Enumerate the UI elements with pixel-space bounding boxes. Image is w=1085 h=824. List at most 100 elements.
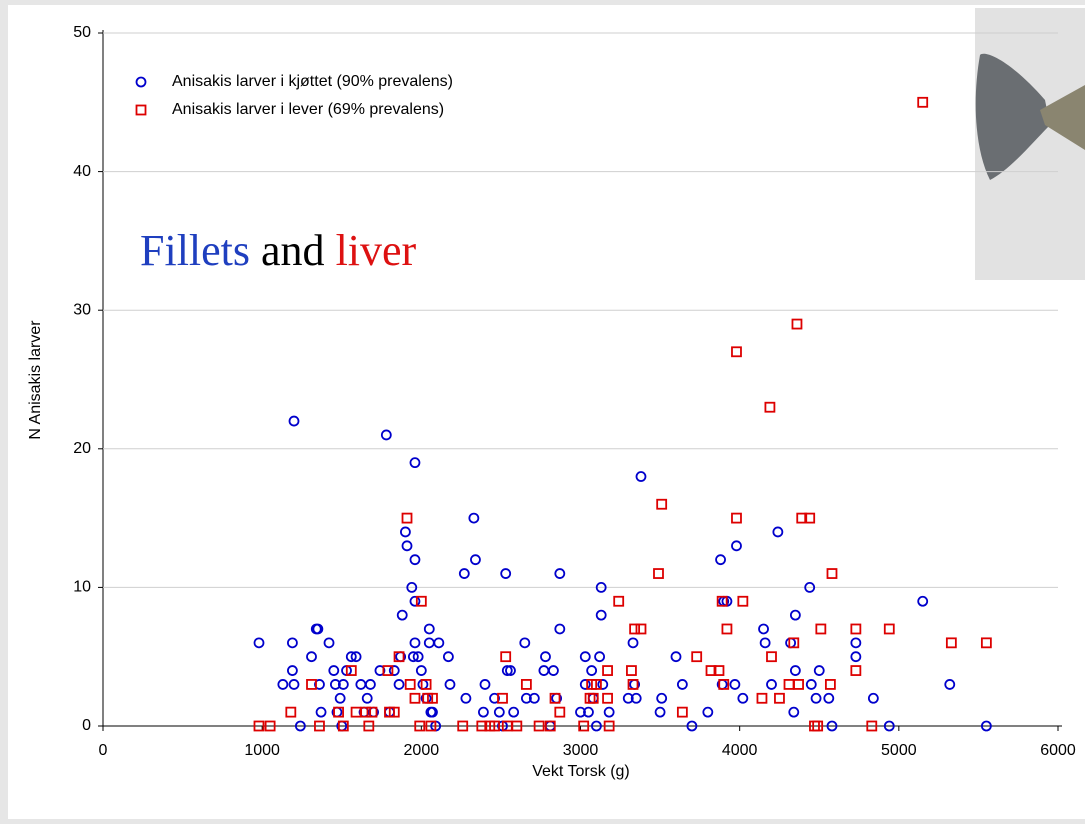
- point: [404, 679, 416, 690]
- point: [511, 720, 523, 732]
- point: [388, 665, 400, 676]
- x-tick-label: 6000: [1040, 742, 1076, 759]
- point: [393, 651, 405, 663]
- point: [287, 665, 298, 676]
- annotation-word: liver: [336, 226, 417, 275]
- point: [345, 665, 357, 676]
- point: [442, 651, 454, 663]
- point: [364, 679, 376, 690]
- point: [414, 720, 426, 732]
- point: [759, 637, 771, 649]
- point: [505, 665, 516, 676]
- point: [412, 651, 424, 663]
- point: [656, 692, 668, 704]
- point: [796, 512, 808, 524]
- point: [409, 554, 421, 566]
- point: [810, 692, 822, 704]
- point: [423, 623, 435, 635]
- point: [850, 651, 862, 663]
- point: [630, 692, 642, 704]
- point: [766, 679, 777, 690]
- point: [850, 665, 862, 676]
- point: [729, 679, 741, 690]
- point: [478, 706, 489, 718]
- point: [764, 401, 776, 413]
- point: [489, 720, 500, 732]
- y-tick-label: 0: [82, 717, 91, 734]
- point: [401, 540, 413, 552]
- point: [578, 720, 590, 732]
- point: [520, 679, 532, 690]
- point: [406, 582, 418, 593]
- point: [334, 692, 346, 704]
- point: [460, 692, 472, 704]
- point: [826, 720, 838, 732]
- point: [333, 706, 344, 718]
- point: [468, 512, 480, 524]
- fish-picture: [975, 8, 1085, 280]
- point: [345, 651, 357, 663]
- point: [361, 692, 373, 704]
- point: [554, 706, 566, 718]
- point: [253, 637, 265, 649]
- point: [635, 471, 647, 482]
- point: [587, 692, 599, 704]
- point: [788, 706, 800, 718]
- point: [793, 679, 804, 690]
- point: [415, 595, 427, 607]
- point: [314, 720, 325, 732]
- point: [622, 692, 634, 704]
- point: [337, 679, 349, 690]
- point: [791, 318, 803, 330]
- legend-label: Anisakis larver i lever (69% prevalens): [172, 101, 444, 118]
- point: [489, 692, 500, 704]
- point: [917, 96, 929, 108]
- point: [635, 623, 647, 635]
- point: [670, 651, 682, 663]
- y-tick-label: 30: [73, 301, 91, 318]
- point: [277, 679, 289, 690]
- y-tick-label: 50: [73, 24, 91, 41]
- point: [676, 706, 688, 718]
- point: [407, 651, 419, 663]
- x-tick-label: 2000: [404, 742, 440, 759]
- point: [253, 720, 265, 732]
- point: [409, 692, 421, 704]
- point: [579, 651, 591, 663]
- legend-marker: [135, 76, 147, 88]
- point: [691, 651, 703, 663]
- x-tick-label: 5000: [881, 742, 917, 759]
- point: [508, 706, 520, 718]
- annotation: Fillets and liver: [140, 226, 417, 275]
- point: [626, 665, 637, 676]
- point: [721, 623, 733, 635]
- x-tick-label: 4000: [722, 742, 758, 759]
- point: [549, 692, 561, 704]
- point: [766, 651, 777, 663]
- point: [603, 706, 615, 718]
- point: [613, 595, 625, 607]
- y-tick-label: 10: [73, 579, 91, 596]
- point: [433, 637, 445, 649]
- point: [288, 415, 300, 427]
- y-tick-label: 20: [73, 440, 91, 457]
- point: [627, 679, 639, 690]
- point: [360, 706, 372, 718]
- point: [497, 692, 508, 704]
- y-axis-label: N Anisakis larver: [27, 320, 44, 440]
- point: [314, 679, 325, 690]
- point: [427, 692, 438, 704]
- point: [288, 679, 300, 690]
- point: [350, 651, 362, 663]
- point: [883, 623, 895, 635]
- point: [519, 637, 531, 649]
- point: [867, 692, 879, 704]
- point: [702, 706, 714, 718]
- point: [812, 720, 824, 732]
- point: [400, 526, 411, 538]
- point: [500, 651, 512, 663]
- point: [823, 692, 835, 704]
- point: [579, 679, 591, 690]
- point: [312, 623, 324, 635]
